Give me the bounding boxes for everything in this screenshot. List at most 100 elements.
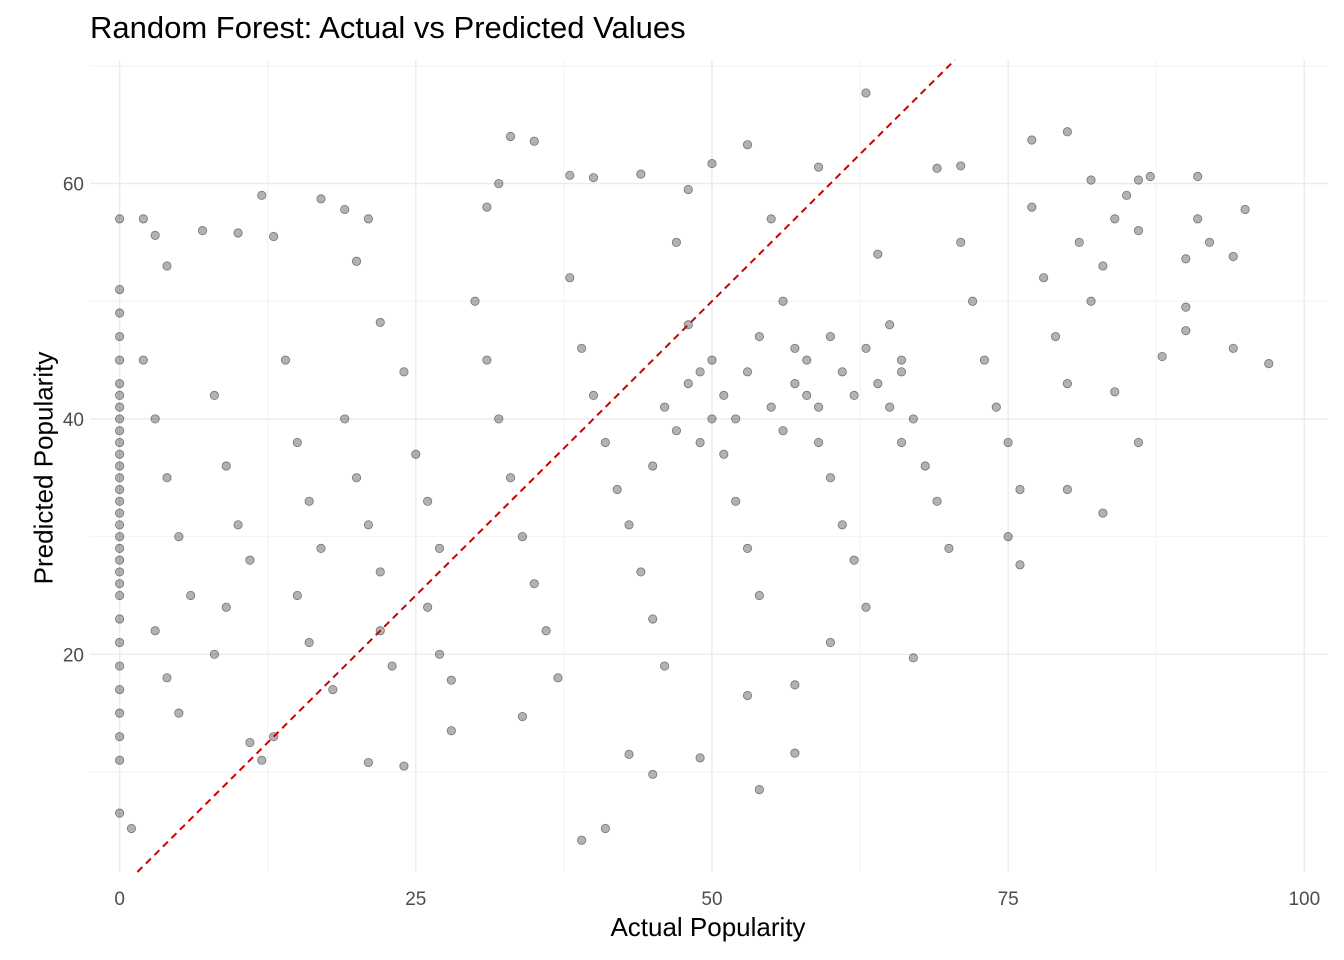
data-point xyxy=(742,690,753,701)
x-tick-label: 75 xyxy=(998,889,1019,910)
data-point xyxy=(1003,437,1013,448)
data-point xyxy=(517,532,528,542)
data-point xyxy=(115,755,125,765)
data-point xyxy=(671,426,682,436)
data-point xyxy=(1062,484,1072,495)
data-point xyxy=(991,402,1001,412)
data-point xyxy=(1062,379,1072,389)
data-point xyxy=(150,626,160,636)
data-point xyxy=(932,496,942,506)
y-tick-label: 40 xyxy=(63,410,84,431)
data-point xyxy=(138,355,148,365)
data-point xyxy=(115,461,125,471)
data-point xyxy=(920,461,930,471)
data-point xyxy=(115,449,125,459)
data-point xyxy=(932,163,942,173)
data-point xyxy=(162,261,172,271)
data-point xyxy=(1015,484,1025,495)
y-tick-label: 60 xyxy=(63,175,84,196)
data-point xyxy=(482,202,492,212)
data-point xyxy=(885,402,895,412)
data-point xyxy=(648,614,658,624)
data-point xyxy=(494,414,504,424)
data-point xyxy=(269,231,279,242)
data-point xyxy=(257,190,267,200)
data-point xyxy=(683,184,693,195)
data-point xyxy=(316,543,326,553)
data-point xyxy=(233,228,243,238)
data-point xyxy=(541,626,551,636)
data-point xyxy=(470,296,480,306)
data-point xyxy=(529,136,539,146)
data-point xyxy=(115,732,125,742)
data-point xyxy=(351,473,362,483)
data-point xyxy=(375,317,385,328)
data-point xyxy=(505,131,516,142)
data-point xyxy=(707,158,717,169)
data-point xyxy=(257,755,267,765)
data-point xyxy=(292,437,302,448)
data-point xyxy=(695,437,705,448)
data-point xyxy=(209,390,219,400)
data-point xyxy=(1181,326,1191,336)
data-point xyxy=(174,532,184,542)
data-point xyxy=(351,256,362,266)
data-point xyxy=(209,649,219,659)
data-point xyxy=(162,673,172,683)
data-point xyxy=(434,543,445,553)
data-point xyxy=(482,355,492,365)
data-point xyxy=(778,426,788,436)
data-point xyxy=(624,520,634,530)
data-point xyxy=(802,390,812,400)
x-axis-ticks: 0 25 50 75 100 xyxy=(114,889,1320,910)
data-point xyxy=(719,449,729,459)
data-point xyxy=(115,708,125,718)
data-point xyxy=(671,237,682,248)
data-point xyxy=(221,602,231,612)
data-point xyxy=(813,437,824,448)
data-point xyxy=(837,520,847,530)
data-point xyxy=(446,726,456,736)
data-point xyxy=(328,684,338,695)
data-point xyxy=(1110,387,1120,397)
data-point xyxy=(731,414,741,424)
data-point xyxy=(115,308,125,318)
data-point xyxy=(115,402,125,412)
data-point xyxy=(494,178,504,189)
data-point xyxy=(340,204,350,215)
y-tick-label: 20 xyxy=(63,645,84,666)
data-point xyxy=(126,823,137,834)
reference-line-y-equals-x xyxy=(136,59,956,873)
data-point xyxy=(340,414,350,424)
data-point xyxy=(434,649,445,659)
data-point xyxy=(1086,175,1096,185)
data-point xyxy=(742,140,753,150)
data-point xyxy=(505,473,516,483)
data-point xyxy=(1015,560,1025,570)
x-tick-label: 50 xyxy=(701,889,722,910)
data-point xyxy=(363,214,374,224)
data-point xyxy=(387,661,397,671)
data-point xyxy=(742,367,753,377)
data-point xyxy=(802,355,812,365)
data-point xyxy=(1027,135,1037,145)
data-point xyxy=(1027,202,1037,212)
data-point xyxy=(115,414,125,424)
data-point xyxy=(115,390,125,400)
data-point xyxy=(1133,226,1144,236)
data-point xyxy=(944,543,954,553)
data-point xyxy=(304,637,314,648)
data-point xyxy=(1240,204,1250,215)
data-point xyxy=(150,414,160,424)
x-axis-label: Actual Popularity xyxy=(610,912,806,942)
data-point xyxy=(162,473,172,483)
data-point xyxy=(908,653,918,663)
y-axis-label: Predicted Popularity xyxy=(28,351,59,585)
data-point xyxy=(115,484,125,495)
data-point xyxy=(1228,251,1238,262)
data-point xyxy=(873,379,883,389)
data-point xyxy=(1145,171,1155,182)
data-point xyxy=(1133,175,1144,185)
data-point xyxy=(115,555,125,565)
data-point xyxy=(423,496,433,506)
